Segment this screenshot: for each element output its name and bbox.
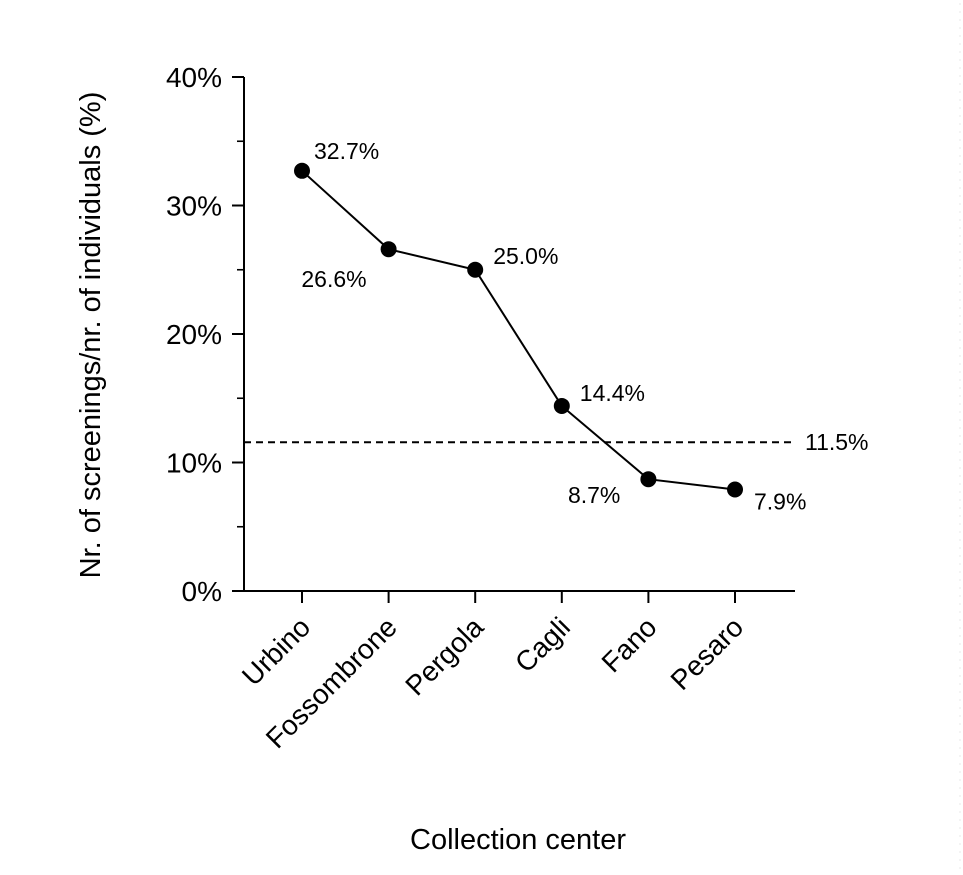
data-point <box>553 397 570 414</box>
series-line <box>301 170 736 491</box>
data-label: 25.0% <box>493 243 558 269</box>
data-label: 26.6% <box>301 266 366 292</box>
x-axis-title: Collection center <box>410 824 626 856</box>
reference-line-label: 11.5% <box>805 429 869 455</box>
series-group: 32.7% 26.6% 25.0% 14.4% 8.7% 7.9% <box>294 138 806 514</box>
y-tick-label: 20% <box>166 319 222 350</box>
x-tick-label: Fano <box>596 611 663 678</box>
data-point <box>640 471 657 488</box>
x-tick-label: Cagli <box>509 611 576 678</box>
y-tick-label: 40% <box>166 62 222 93</box>
data-point <box>380 241 397 258</box>
right-edge-dotted-border <box>959 0 961 875</box>
data-point <box>467 261 484 278</box>
x-tick-label: Urbino <box>236 611 316 691</box>
data-label: 7.9% <box>754 488 806 514</box>
y-tick-label: 0% <box>182 576 222 607</box>
data-point <box>727 481 743 498</box>
y-axis-title: Nr. of screenings/nr. of individuals (%) <box>75 92 107 579</box>
data-point <box>294 162 310 179</box>
data-label: 32.7% <box>314 138 379 164</box>
data-label: 8.7% <box>568 482 620 508</box>
x-tick-label: Pergola <box>399 611 489 701</box>
y-axis: 0% 10% 20% 30% 40% <box>166 62 245 607</box>
y-tick-label: 10% <box>166 448 222 479</box>
x-tick-label: Pesaro <box>665 611 750 696</box>
y-tick-label: 30% <box>166 191 222 222</box>
data-label: 14.4% <box>580 380 645 406</box>
reference-line-group: 11.5% <box>244 429 869 455</box>
